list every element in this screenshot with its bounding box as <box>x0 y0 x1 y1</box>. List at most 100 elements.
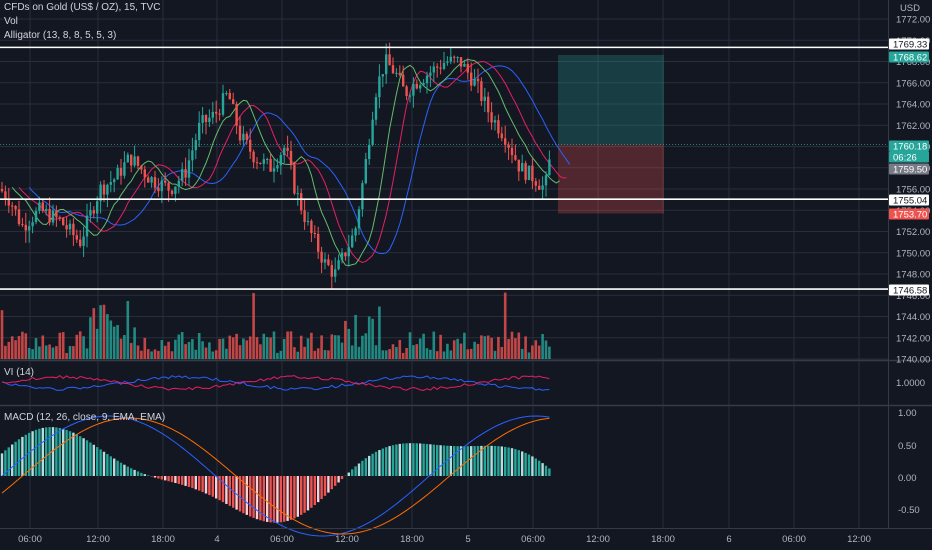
price-tag-box <box>889 284 929 296</box>
volume-bar <box>408 332 412 359</box>
volume-bar <box>48 344 51 359</box>
candle-body <box>252 151 255 163</box>
macd-histogram-bar <box>374 451 378 476</box>
volume-legend[interactable]: Vol <box>4 16 18 27</box>
volume-bar <box>85 348 89 359</box>
macd-histogram-bar <box>548 468 551 476</box>
macd-title[interactable]: MACD (12, 26, close, 9, EMA, EMA) <box>4 412 166 423</box>
symbol-title[interactable]: CFDs on Gold (US$ / OZ), 15, TVC <box>4 2 161 13</box>
volume-bar <box>72 346 75 359</box>
price-tick-label: 1752.00 <box>896 227 930 238</box>
volume-bar <box>255 337 259 359</box>
volume-bar <box>316 348 320 359</box>
macd-histogram-bar <box>79 436 82 476</box>
volume-bar <box>378 306 381 359</box>
macd-histogram-bar <box>527 454 531 476</box>
candle-body <box>296 193 299 195</box>
candle-body <box>490 112 493 123</box>
volume-bar <box>55 346 58 359</box>
macd-histogram-bar <box>395 444 398 476</box>
macd-histogram-bar <box>245 476 248 515</box>
macd-histogram-bar <box>102 451 106 476</box>
macd-histogram-bar <box>419 443 422 476</box>
macd-histogram-bar <box>181 476 184 485</box>
horizontal-lines[interactable] <box>0 46 888 290</box>
volume-bar <box>442 351 446 359</box>
alligator-legend[interactable]: Alligator (13, 8, 8, 5, 5, 3) <box>4 30 116 41</box>
vi-title[interactable]: VI (14) <box>4 367 35 378</box>
time-axis[interactable]: 06:00 12:00 18:00 4 06:00 12:00 18:00 5 06:00 12:… <box>18 534 871 545</box>
price-tick-label: 1772.00 <box>896 15 930 26</box>
volume-bar <box>405 347 408 359</box>
volume-bar <box>143 337 147 359</box>
macd-histogram-bar <box>480 445 483 476</box>
macd-histogram-bar <box>177 476 180 484</box>
macd-histogram-bar <box>368 455 371 476</box>
candle-body <box>480 81 483 101</box>
macd-histogram-bar <box>174 476 177 484</box>
volume-bar <box>24 333 28 359</box>
price-tag-box <box>889 140 929 152</box>
candle-body <box>463 63 466 67</box>
candle-body <box>514 155 517 160</box>
macd-histogram-bar <box>75 434 78 476</box>
macd-histogram-bar <box>38 428 41 476</box>
volume-bar <box>109 320 113 359</box>
alligator-jaw <box>28 65 571 255</box>
macd-histogram-bar <box>456 446 459 476</box>
macd-histogram-bar <box>327 476 330 493</box>
candle-body <box>381 74 384 77</box>
macd-histogram-bar <box>136 471 140 476</box>
price-tag-box <box>889 151 929 163</box>
macd-tick-label: 0.50 <box>898 441 917 452</box>
macd-histogram-bar <box>109 456 112 476</box>
candle-body <box>242 133 245 141</box>
volume-bar <box>463 332 466 359</box>
macd-histogram-bar <box>323 476 327 496</box>
volume-bar <box>248 336 252 359</box>
volume-bar <box>58 332 62 359</box>
alligator-title[interactable]: Alligator (13, 8, 8, 5, 5, 3) <box>4 30 117 41</box>
price-tag-label: 1760.18 <box>893 142 927 153</box>
long-position-tool[interactable] <box>0 54 888 214</box>
candle-body <box>119 167 123 176</box>
macd-histogram-bar <box>72 432 75 476</box>
macd-histogram-bar <box>415 443 418 476</box>
macd-tick-label: -0.50 <box>898 505 920 516</box>
macd-histogram-bar <box>470 446 473 476</box>
volume-bar <box>473 341 476 359</box>
macd-histogram-bar <box>490 445 493 476</box>
macd-histogram-bar <box>187 476 191 487</box>
time-tick-label: 12:00 <box>335 534 359 545</box>
macd-pane-title[interactable]: MACD (12, 26, close, 9, EMA, EMA) <box>4 412 165 423</box>
candle-body <box>21 224 24 226</box>
alligator-lines <box>11 58 571 267</box>
macd-histogram-bar <box>289 476 293 520</box>
candle-body <box>160 180 163 192</box>
time-tick-label: 6 <box>726 534 731 545</box>
volume-bar <box>140 350 143 359</box>
macd-histogram-bar <box>412 443 415 476</box>
vi-pane-title[interactable]: VI (14) <box>4 367 34 378</box>
macd-histogram-bar <box>51 427 55 476</box>
volume-bar <box>364 333 368 359</box>
volume-bar <box>242 338 245 359</box>
volume-bar <box>429 349 432 359</box>
volume-bar <box>34 338 38 359</box>
symbol-legend[interactable]: CFDs on Gold (US$ / OZ), 15, TVC <box>4 2 161 13</box>
pane-separators[interactable] <box>0 0 932 529</box>
candle-body <box>174 186 177 194</box>
volume-bar <box>537 345 541 359</box>
macd-histogram-bar <box>0 453 4 476</box>
candle-body <box>323 259 327 263</box>
candle-body <box>136 156 140 166</box>
candle-body <box>11 205 14 207</box>
volume-bar <box>78 331 82 359</box>
price-tick-label: 1746.00 <box>896 291 930 302</box>
macd-histogram-bar <box>130 468 133 476</box>
volume-bar <box>208 342 211 359</box>
macd-histogram-bar <box>544 465 548 476</box>
macd-histogram-bar <box>157 476 160 479</box>
volume-title[interactable]: Vol <box>4 16 18 27</box>
